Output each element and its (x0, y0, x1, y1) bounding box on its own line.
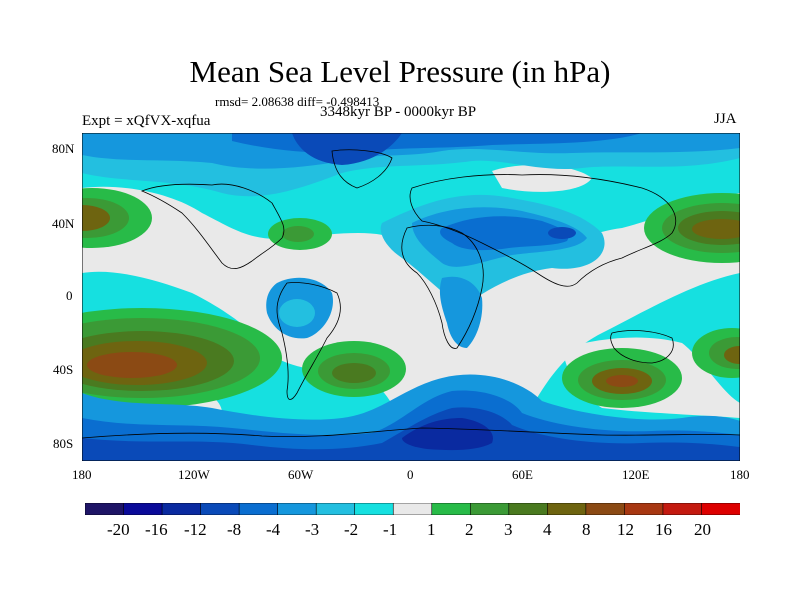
colorbar-swatch (431, 503, 472, 515)
high-pressure-north-pacific-west (82, 188, 152, 248)
colorbar-label: 1 (427, 520, 436, 539)
lon-label-60w: 60W (288, 467, 314, 482)
colorbar-swatch (508, 503, 549, 515)
lon-label-60e: 60E (512, 467, 533, 482)
pressure-map (82, 133, 740, 461)
high-pressure-tasman (692, 328, 740, 378)
colorbar-swatch (585, 503, 626, 515)
colorbar-label: -12 (184, 520, 207, 539)
colorbar-label: 3 (504, 520, 513, 539)
colorbar-swatch (277, 503, 317, 515)
high-pressure-south-atlantic (302, 341, 406, 397)
colorbar-label: -16 (145, 520, 168, 539)
low-pressure-asia (380, 194, 605, 308)
colorbar-label: 8 (582, 520, 591, 539)
lon-label-120e: 120E (622, 467, 650, 482)
lat-label-0: 0 (66, 288, 73, 303)
lon-label-120w: 120W (178, 467, 210, 482)
colorbar-swatch (315, 503, 356, 515)
colorbar-swatch (161, 503, 202, 515)
colorbar-label: -4 (266, 520, 281, 539)
colorbar-label: 16 (655, 520, 672, 539)
colorbar-label: -2 (344, 520, 359, 539)
stats-text: rmsd= 2.08638 diff= -0.498413 (215, 94, 380, 109)
colorbar-label: -8 (227, 520, 242, 539)
colorbar-label: -3 (305, 520, 320, 539)
high-pressure-azores (268, 218, 332, 250)
season-label: JJA (714, 111, 737, 127)
coastlines (82, 149, 740, 439)
low-pressure-south-america (266, 277, 333, 339)
high-pressure-north-pacific-east (644, 193, 740, 263)
colorbar-swatch (200, 503, 240, 515)
low-pressure-arctic (82, 133, 740, 197)
colorbar-swatch (662, 503, 703, 515)
low-pressure-southern-ocean (82, 374, 740, 461)
lat-label-80s: 80S (53, 436, 74, 451)
colorbar-swatch (624, 503, 664, 515)
colorbar-label: -1 (383, 520, 398, 539)
lat-label-40s: 40S (53, 362, 74, 377)
colorbar-swatch (469, 503, 510, 515)
colorbar-label: 2 (465, 520, 474, 539)
lat-label-80n: 80N (52, 141, 75, 156)
colorbar-label: 4 (543, 520, 552, 539)
period-text: 3348kyr BP - 0000kyr BP (320, 104, 477, 120)
plot-title: Mean Sea Level Pressure (in hPa) (189, 54, 611, 89)
high-pressure-south-pacific (82, 308, 282, 408)
colorbar-swatch (85, 503, 125, 515)
colorbar-swatch (392, 503, 433, 515)
colorbar (85, 503, 740, 515)
colorbar-label: 20 (694, 520, 711, 539)
colorbar-swatch (123, 503, 163, 515)
lon-label-180e: 180 (730, 467, 750, 482)
lon-label-0: 0 (407, 467, 414, 482)
low-pressure-africa (439, 276, 483, 348)
high-pressure-south-indian (562, 348, 682, 408)
lon-label-180w: 180 (72, 467, 92, 482)
colorbar-swatch (547, 503, 587, 515)
lat-label-40n: 40N (52, 216, 75, 231)
colorbar-swatch (354, 503, 395, 515)
colorbar-swatch (238, 503, 279, 515)
colorbar-label: -20 (107, 520, 130, 539)
colorbar-swatch (701, 503, 740, 515)
experiment-label: Expt = xQfVX-xqfua (82, 113, 211, 129)
colorbar-label: 12 (617, 520, 634, 539)
